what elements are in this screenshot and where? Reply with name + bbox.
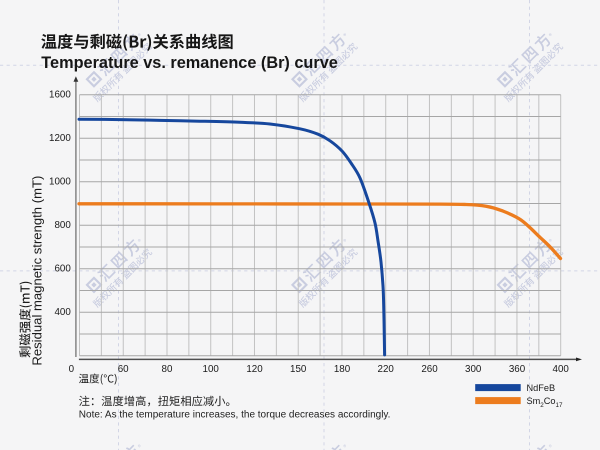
svg-text:100: 100 [203, 364, 220, 375]
svg-text:260: 260 [421, 364, 438, 375]
svg-text:120: 120 [246, 364, 263, 375]
svg-text:150: 150 [290, 364, 307, 375]
svg-text:1600: 1600 [49, 90, 71, 101]
svg-text:1000: 1000 [49, 177, 71, 188]
svg-text:220: 220 [378, 364, 395, 375]
svg-text:Sm2Co17: Sm2Co17 [527, 396, 564, 409]
svg-text:360: 360 [509, 364, 526, 375]
svg-text:400: 400 [54, 307, 71, 318]
svg-text:NdFeB: NdFeB [527, 383, 556, 393]
svg-text:600: 600 [54, 263, 71, 274]
svg-text:800: 800 [54, 220, 71, 231]
svg-text:80: 80 [162, 364, 173, 375]
svg-text:0: 0 [69, 364, 75, 375]
svg-text:Residual magnetic strength (mT: Residual magnetic strength (mT) [29, 176, 44, 366]
svg-text:300: 300 [465, 364, 482, 375]
svg-text:180: 180 [334, 364, 351, 375]
svg-text:Temperature vs. remanence (Br): Temperature vs. remanence (Br) curve [41, 54, 338, 72]
svg-text:1200: 1200 [49, 133, 71, 144]
svg-text:400: 400 [553, 364, 570, 375]
svg-text:Note: As the temperature incre: Note: As the temperature increases, the … [79, 409, 391, 420]
svg-text:60: 60 [118, 364, 129, 375]
